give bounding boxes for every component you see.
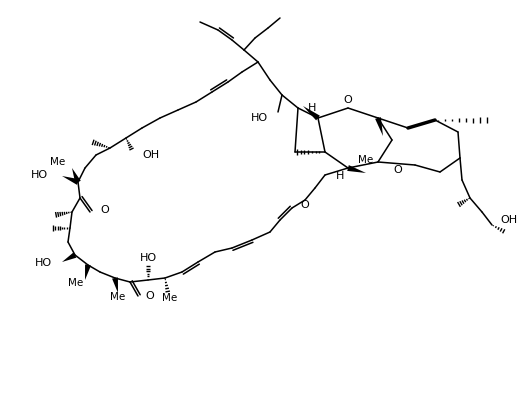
Text: Me: Me — [162, 293, 178, 303]
Text: Me: Me — [110, 292, 126, 302]
Text: HO: HO — [139, 253, 156, 263]
Text: H: H — [336, 171, 344, 181]
Polygon shape — [62, 253, 76, 262]
Polygon shape — [72, 168, 81, 183]
Text: Me: Me — [68, 278, 83, 288]
Text: HO: HO — [251, 113, 268, 123]
Polygon shape — [347, 165, 366, 173]
Text: Me: Me — [358, 155, 373, 165]
Text: H: H — [308, 103, 316, 113]
Text: O: O — [100, 205, 109, 215]
Polygon shape — [62, 176, 79, 185]
Text: O: O — [300, 200, 309, 210]
Text: Me: Me — [50, 157, 65, 167]
Polygon shape — [375, 117, 383, 136]
Text: HO: HO — [35, 258, 52, 268]
Polygon shape — [303, 106, 320, 120]
Polygon shape — [112, 277, 118, 293]
Text: HO: HO — [31, 170, 48, 180]
Text: O: O — [343, 95, 352, 105]
Text: OH: OH — [142, 150, 159, 160]
Text: O: O — [145, 291, 154, 301]
Text: OH: OH — [500, 215, 517, 225]
Polygon shape — [85, 264, 91, 280]
Text: O: O — [394, 165, 402, 175]
